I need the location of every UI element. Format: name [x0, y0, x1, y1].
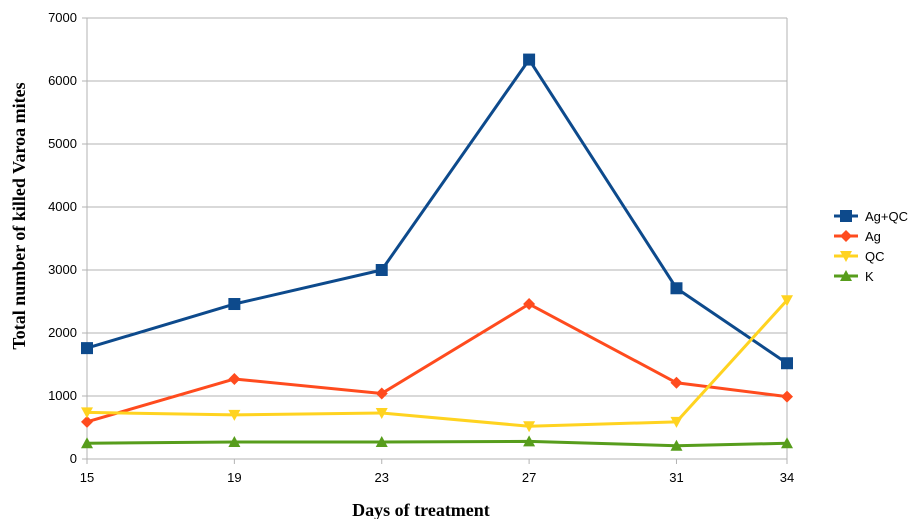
legend-item: Ag+QC [834, 209, 908, 224]
x-tick-label: 34 [780, 470, 794, 485]
data-point [375, 435, 388, 447]
legend-item: QC [834, 249, 885, 264]
data-point [81, 342, 93, 355]
data-point [523, 53, 536, 66]
legend-item: Ag [834, 229, 881, 244]
x-tick-label: 23 [375, 470, 389, 485]
series-k [81, 435, 793, 451]
y-tick-label: 7000 [48, 10, 77, 25]
y-tick-label: 0 [70, 451, 77, 466]
data-point [375, 387, 388, 400]
series-qc [81, 295, 793, 433]
legend-swatch-marker [840, 251, 852, 262]
data-point [781, 390, 793, 403]
y-tick-label: 1000 [48, 388, 77, 403]
data-point [228, 298, 241, 311]
legend-label: K [865, 269, 874, 284]
series-group [81, 53, 793, 451]
data-point [670, 439, 683, 451]
series-line [86, 302, 788, 424]
series-line [86, 439, 788, 448]
data-point [81, 407, 93, 419]
data-point [375, 408, 388, 420]
axes [82, 17, 788, 464]
data-point [670, 416, 683, 428]
data-point [523, 298, 536, 311]
data-point [781, 437, 793, 449]
series-line [86, 58, 788, 365]
legend-swatch-marker [840, 230, 852, 242]
data-point [781, 295, 793, 307]
data-point [670, 282, 683, 295]
data-point [523, 421, 536, 433]
series-ag [81, 298, 793, 428]
data-point [670, 376, 683, 389]
series-ag-qc [81, 53, 793, 370]
data-point [228, 372, 241, 385]
legend: Ag+QC Ag QC K [834, 209, 908, 284]
data-point [375, 264, 388, 276]
data-point [781, 357, 793, 370]
grid-lines [87, 17, 787, 460]
x-tick-label: 31 [669, 470, 683, 485]
legend-swatch-marker [840, 210, 852, 222]
y-tick-label: 5000 [48, 136, 77, 151]
data-point [228, 435, 241, 447]
legend-swatch-marker [840, 270, 852, 281]
data-point [81, 415, 93, 428]
data-point [81, 437, 93, 449]
x-tick-label: 19 [227, 470, 241, 485]
y-tick-label: 2000 [48, 325, 77, 340]
y-tick-label: 3000 [48, 262, 77, 277]
x-tick-label: 27 [522, 470, 536, 485]
y-tick-label: 4000 [48, 199, 77, 214]
series-line [86, 299, 789, 428]
tick-labels: 0 1000 2000 3000 4000 5000 6000 7000 15 19 23 27 31 3… [48, 10, 794, 485]
x-axis-title: Days of treatment [352, 500, 490, 519]
legend-label: QC [865, 249, 885, 264]
y-axis-title: Total number of killed Varoa mites [9, 82, 29, 349]
legend-item: K [834, 269, 874, 284]
legend-label: Ag+QC [865, 209, 908, 224]
legend-label: Ag [865, 229, 881, 244]
x-tick-label: 15 [80, 470, 94, 485]
y-tick-label: 6000 [48, 73, 77, 88]
data-point [523, 435, 536, 447]
data-point [228, 409, 241, 421]
